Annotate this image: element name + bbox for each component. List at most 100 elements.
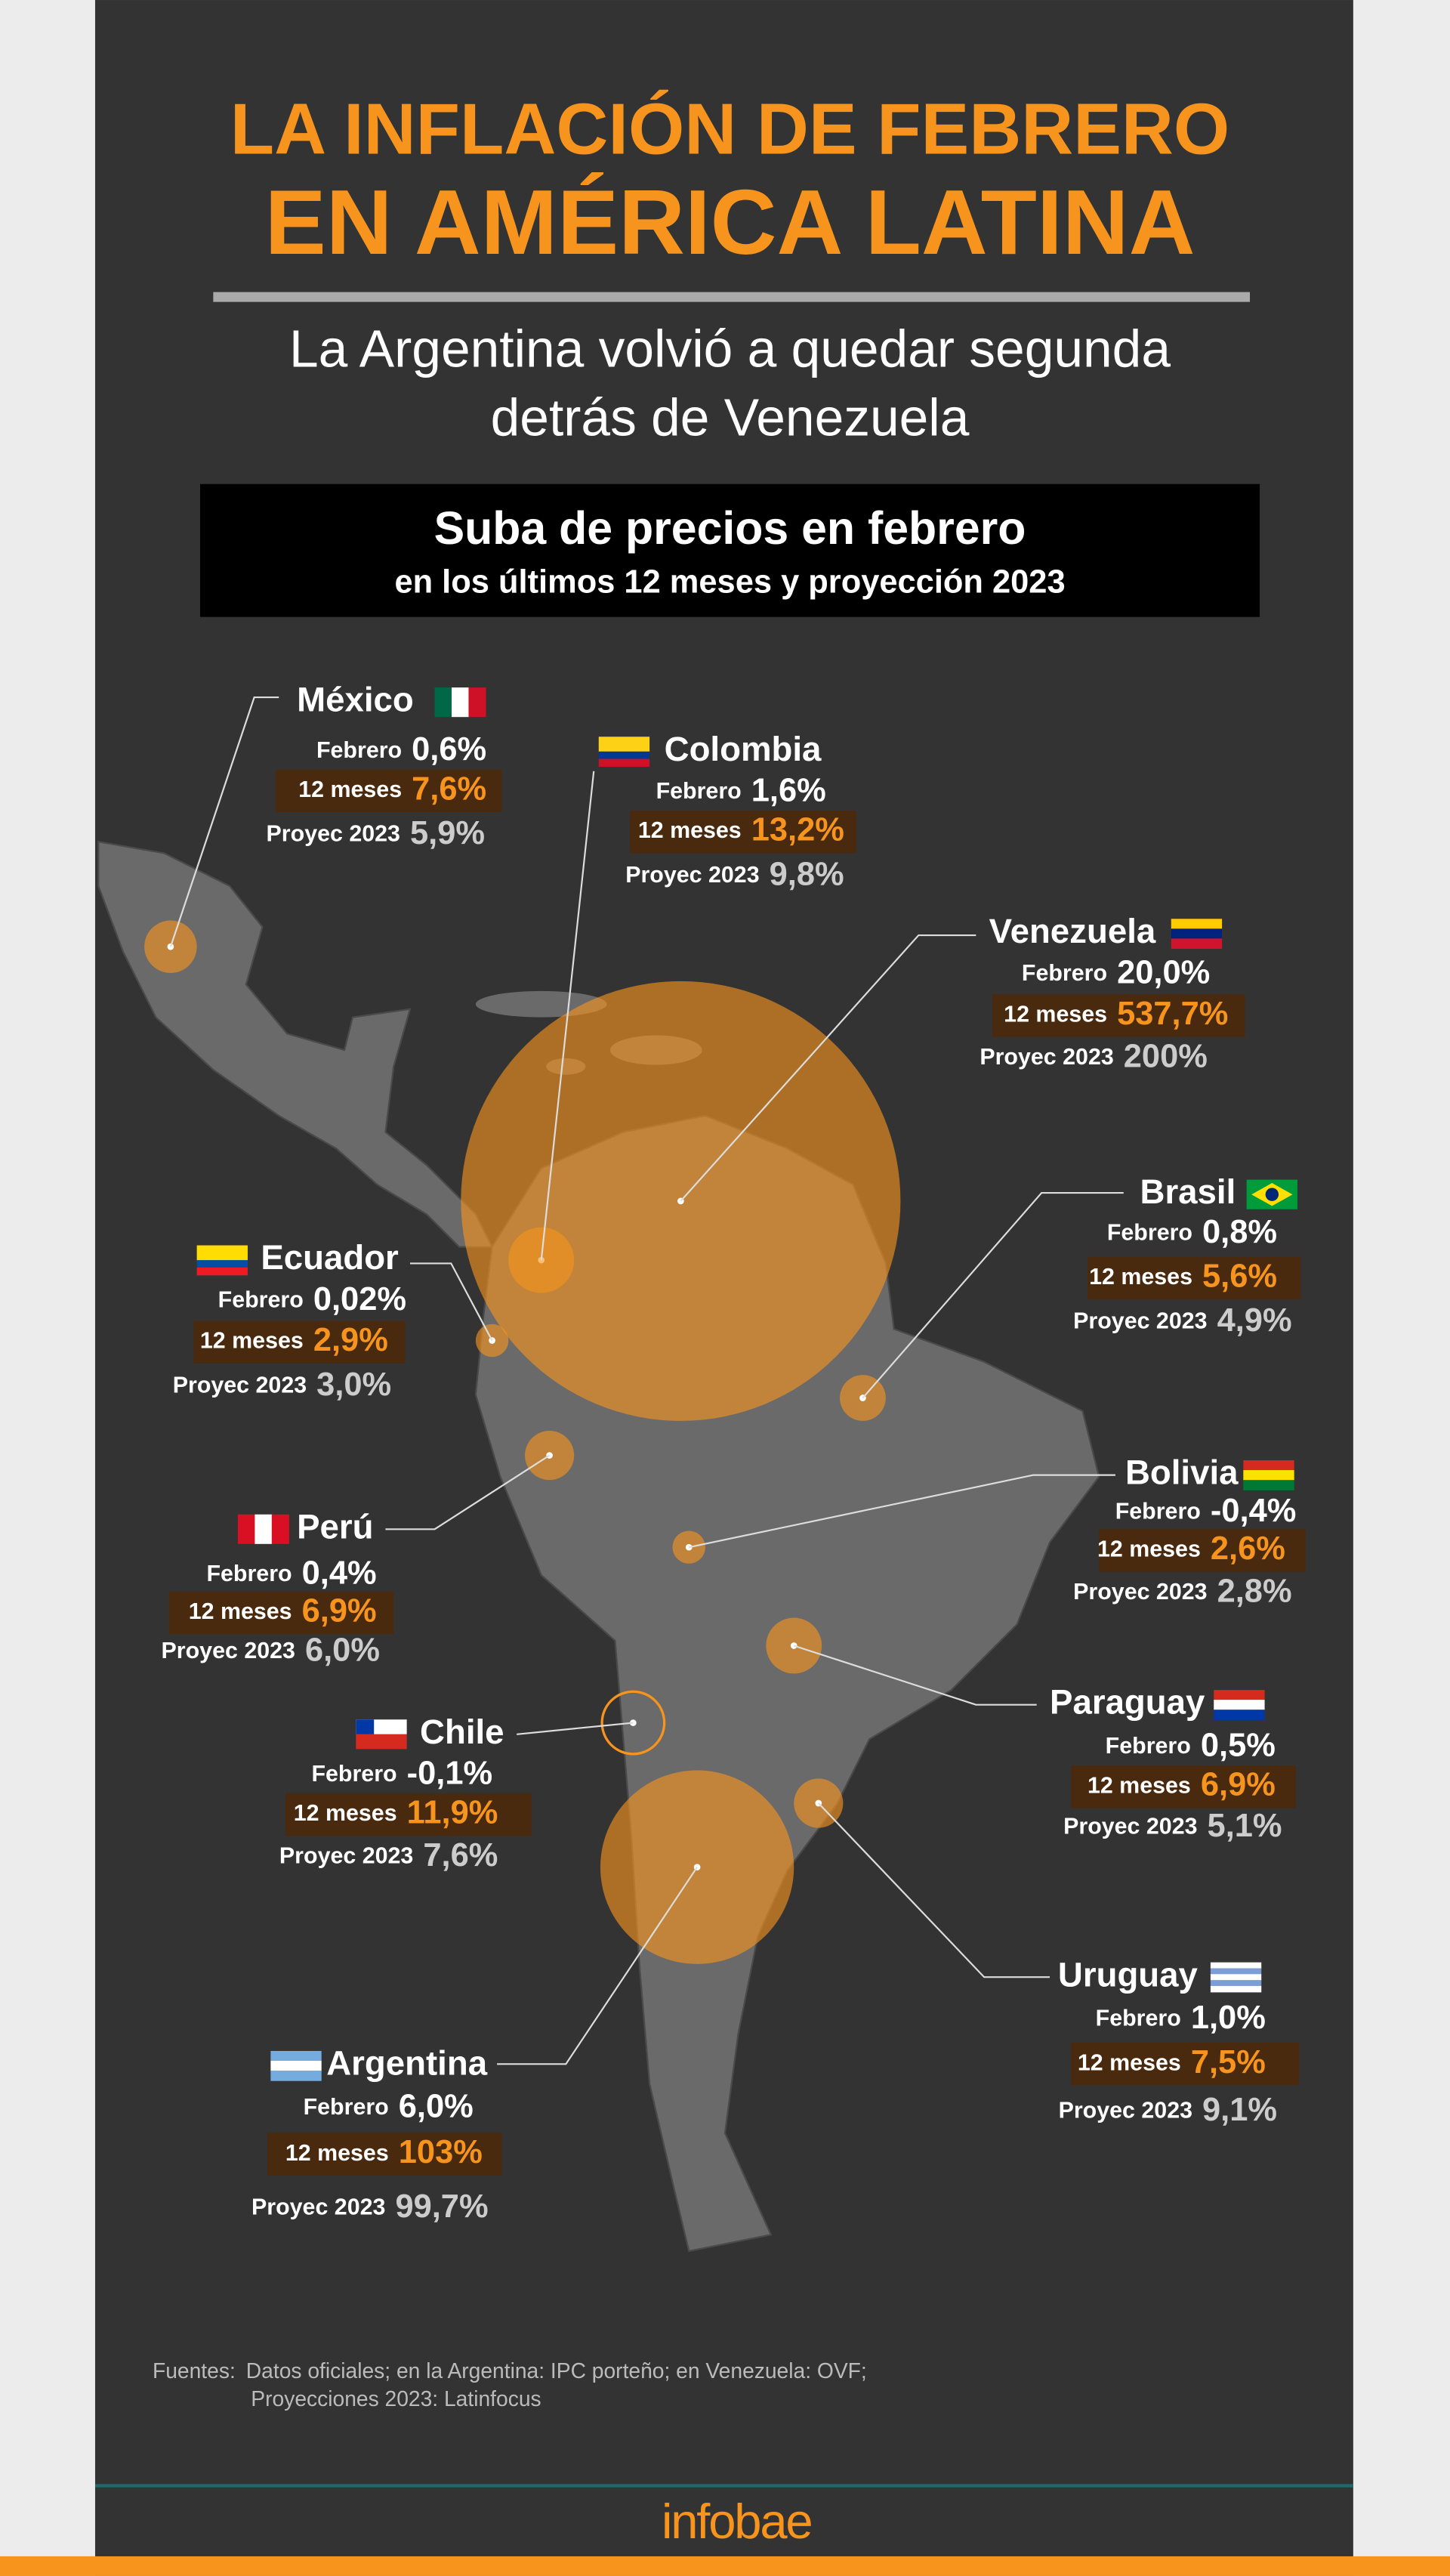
- twelve-month-label: 12 meses: [638, 817, 742, 843]
- projection-value: 200%: [1124, 1038, 1208, 1074]
- february-label: Febrero: [1107, 1219, 1192, 1245]
- projection-value: 99,7%: [395, 2188, 488, 2225]
- flag-stripe: [270, 2050, 322, 2062]
- flag-stripe: [1171, 938, 1223, 950]
- flag-stripe: [271, 1514, 289, 1544]
- twelve-month-value: 13,2%: [751, 812, 844, 848]
- twelve-month-box: [275, 769, 502, 813]
- projection-label: Proyec 2023: [1059, 2097, 1192, 2123]
- country-name: Perú: [297, 1507, 373, 1546]
- header-box: [199, 483, 1260, 617]
- flag-stripe: [452, 687, 470, 718]
- february-label: Febrero: [316, 737, 402, 763]
- flag-stripe: [1210, 1962, 1262, 1969]
- projection-value: 4,9%: [1217, 1302, 1292, 1339]
- twelve-month-value: 537,7%: [1117, 996, 1228, 1032]
- twelve-month-box: [1071, 2043, 1300, 2086]
- flag-stripe: [1210, 1980, 1262, 1987]
- twelve-month-box: [630, 810, 856, 854]
- country-name: Venezuela: [989, 912, 1156, 950]
- february-value: 1,0%: [1191, 2000, 1266, 2036]
- february-label: Febrero: [206, 1561, 292, 1586]
- twelve-month-value: 5,6%: [1202, 1258, 1277, 1294]
- february-label: Febrero: [218, 1286, 304, 1312]
- twelve-month-label: 12 meses: [1089, 1264, 1192, 1290]
- country-name: México: [297, 681, 414, 719]
- flag-stripe: [598, 737, 650, 745]
- leader-line: [680, 934, 976, 1202]
- projection-value: 3,0%: [316, 1367, 391, 1403]
- flag-stripe: [1210, 1968, 1262, 1975]
- flag: [434, 687, 486, 718]
- flag-stripe: [196, 1245, 248, 1253]
- projection-label: Proyec 2023: [625, 862, 759, 888]
- country-name: Ecuador: [261, 1238, 399, 1277]
- february-label: Febrero: [1106, 1733, 1191, 1759]
- february-value: 0,5%: [1201, 1728, 1276, 1764]
- flag: [1171, 919, 1223, 950]
- leader-lines: [169, 697, 1124, 2065]
- flag-stripe: [356, 1734, 407, 1750]
- leader-line: [793, 1645, 1037, 1706]
- twelve-month-box: [267, 2133, 502, 2176]
- february-label: Febrero: [1115, 1499, 1201, 1524]
- projection-value: 9,1%: [1202, 2092, 1277, 2128]
- flag-stripe: [1243, 1480, 1294, 1490]
- february-value: 0,02%: [313, 1281, 406, 1317]
- flag: [356, 1719, 407, 1750]
- flag: [237, 1514, 289, 1544]
- flag: [270, 2050, 322, 2081]
- february-value: 0,8%: [1202, 1214, 1277, 1250]
- twelve-month-label: 12 meses: [200, 1328, 304, 1354]
- country-name: Chile: [420, 1713, 504, 1751]
- twelve-month-value: 7,6%: [412, 771, 486, 807]
- twelve-month-value: 103%: [399, 2134, 483, 2170]
- header-box-title: Suba de precios en febrero: [434, 502, 1026, 554]
- projection-value: 5,1%: [1208, 1808, 1282, 1844]
- projection-label: Proyec 2023: [1073, 1308, 1207, 1334]
- flag-stripe: [1214, 1690, 1265, 1700]
- title-line: EN AMÉRICA LATINA: [265, 171, 1195, 273]
- projection-value: 2,8%: [1217, 1573, 1292, 1609]
- twelve-month-label: 12 meses: [294, 1800, 397, 1826]
- projection-value: 9,8%: [770, 856, 844, 892]
- header-box-subtitle: en los últimos 12 meses y proyección 202…: [394, 564, 1065, 601]
- leader-line: [862, 1191, 1124, 1399]
- flag-stripe: [196, 1260, 248, 1268]
- flag-stripe: [598, 758, 650, 767]
- country-labels: México Febrero 0,6% 12 meses 7,6% Proyec 2023…: [162, 681, 1306, 2225]
- flag-stripe: [196, 1267, 248, 1276]
- february-label: Febrero: [656, 778, 742, 804]
- leader-line: [688, 1474, 1115, 1549]
- twelve-month-box: [992, 994, 1245, 1037]
- twelve-month-value: 6,9%: [1201, 1767, 1276, 1803]
- projection-label: Proyec 2023: [980, 1044, 1113, 1070]
- projection-value: 5,9%: [410, 815, 485, 851]
- sources-line: Datos oficiales; en la Argentina: IPC po…: [246, 2358, 867, 2383]
- leader-line: [169, 697, 279, 947]
- twelve-month-box: [1099, 1529, 1306, 1572]
- country-name: Brasil: [1140, 1172, 1236, 1211]
- bubble: [600, 1690, 666, 1756]
- country-name: Uruguay: [1058, 1955, 1199, 1994]
- flag-stripe: [1243, 1470, 1294, 1481]
- twelve-month-label: 12 meses: [1004, 1001, 1107, 1027]
- flag-stripe: [1171, 928, 1223, 940]
- projection-value: 6,0%: [305, 1632, 380, 1669]
- flag: [1243, 1460, 1294, 1490]
- flag-stripe: [598, 744, 650, 752]
- leader-line: [540, 771, 595, 1261]
- subtitle-line: La Argentina volvió a quedar segunda: [289, 319, 1171, 378]
- flag-stripe: [255, 1514, 273, 1544]
- country-name: Paraguay: [1050, 1683, 1205, 1722]
- february-label: Febrero: [1022, 960, 1107, 986]
- divider: [213, 292, 1251, 302]
- flag-stripe: [1243, 1460, 1294, 1471]
- twelve-month-label: 12 meses: [1097, 1537, 1201, 1562]
- flag-stripe: [1210, 1985, 1262, 1993]
- twelve-month-label: 12 meses: [189, 1598, 292, 1624]
- bubble-dot: [790, 1642, 798, 1649]
- flag-stripe: [1265, 1188, 1279, 1201]
- february-label: Febrero: [1096, 2006, 1181, 2031]
